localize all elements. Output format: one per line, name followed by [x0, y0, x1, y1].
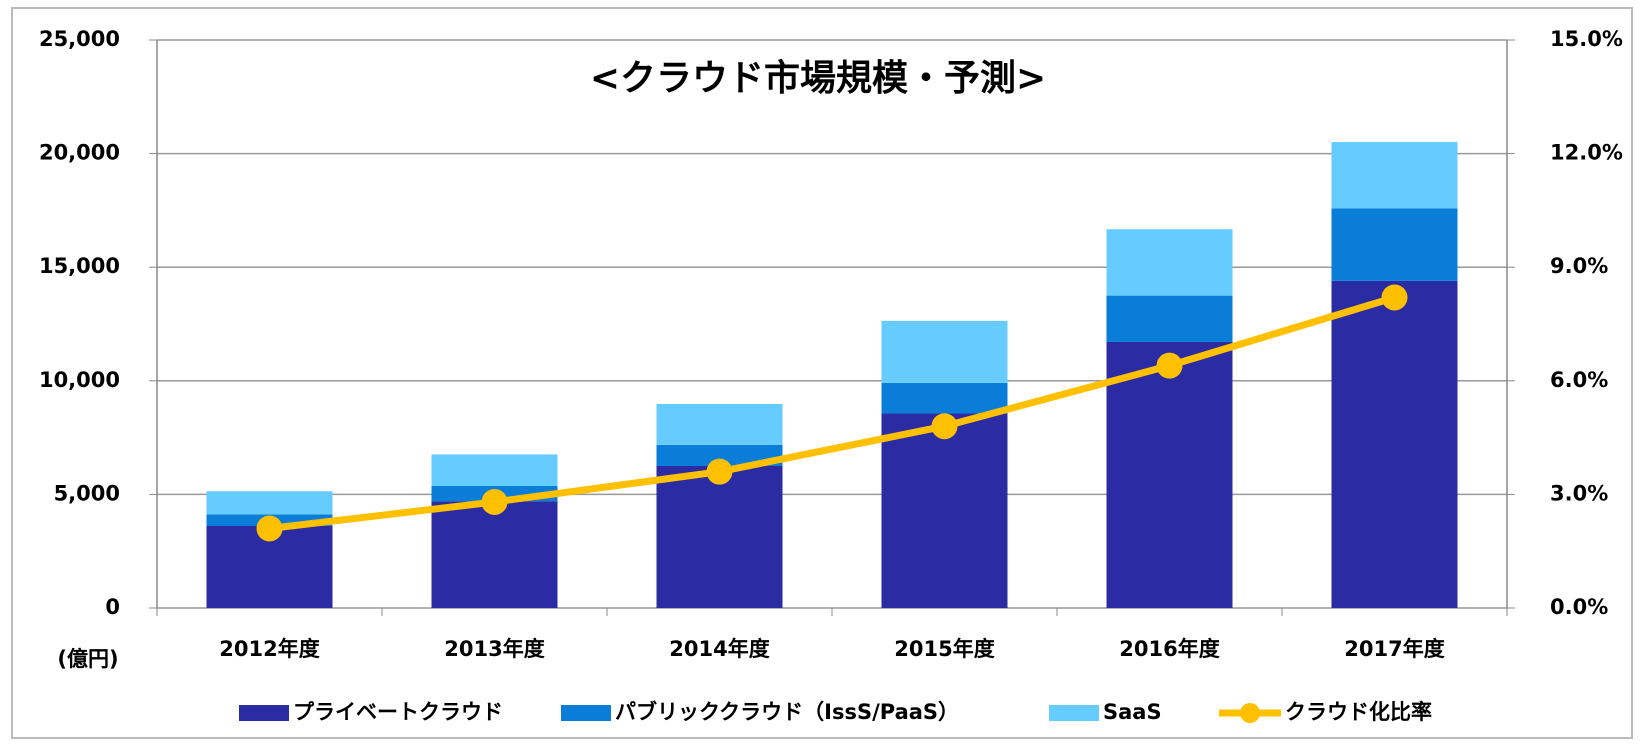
legend-label: パブリッククラウド（IssS/PaaS） [615, 700, 959, 724]
x-tick-label: 2012年度 [219, 637, 319, 661]
y2-tick-label: 15.0% [1550, 27, 1623, 51]
legend-swatch [239, 705, 289, 721]
x-tick-label: 2013年度 [444, 637, 544, 661]
y2-tick-label: 6.0% [1550, 368, 1608, 392]
y-tick-label: 10,000 [39, 368, 120, 392]
legend-label: SaaS [1103, 700, 1162, 724]
y2-tick-label: 3.0% [1550, 481, 1608, 505]
bar-segment [1331, 208, 1458, 281]
bar-segment [1106, 341, 1233, 608]
y-tick-label: 20,000 [39, 141, 120, 165]
chart-title: <クラウド市場規模・予測> [590, 58, 1046, 99]
x-tick-label: 2017年度 [1344, 637, 1444, 661]
bar-segment [881, 320, 1008, 383]
y2-tick-label: 12.0% [1550, 141, 1623, 165]
x-tick-label: 2014年度 [669, 637, 769, 661]
bar-segment [431, 454, 558, 486]
line-marker [931, 413, 958, 440]
line-marker [256, 515, 283, 542]
x-tick-label: 2015年度 [894, 637, 994, 661]
bar-segment [1331, 142, 1458, 209]
line-marker [1381, 284, 1408, 311]
bar-segment [656, 444, 783, 466]
legend-swatch [1240, 703, 1260, 723]
y2-tick-label: 0.0% [1550, 595, 1608, 619]
y-tick-label: 25,000 [39, 27, 120, 51]
unit-label: (億円) [57, 647, 118, 671]
x-tick-label: 2016年度 [1119, 637, 1219, 661]
y-tick-label: 5,000 [54, 481, 120, 505]
legend-label: プライベートクラウド [293, 700, 503, 724]
line-marker [481, 488, 508, 515]
legend-swatch [561, 705, 611, 721]
bar-segment [881, 413, 1008, 608]
y2-tick-label: 9.0% [1550, 254, 1608, 278]
bar-segment [656, 466, 783, 608]
bar-segment [1106, 229, 1233, 296]
line-marker [1156, 352, 1183, 379]
bar-segment [206, 491, 333, 515]
bar-segment [1331, 280, 1458, 608]
bar-segment [881, 382, 1008, 414]
legend-swatch [1049, 705, 1099, 721]
y-tick-label: 15,000 [39, 254, 120, 278]
line-marker [706, 458, 733, 485]
line [269, 294, 1396, 532]
bar-segment [431, 501, 558, 608]
legend-label: クラウド化比率 [1285, 700, 1432, 724]
bar-segment [1106, 295, 1233, 342]
frame [11, 7, 1633, 739]
y-tick-label: 0 [105, 595, 120, 619]
bar-segment [656, 403, 783, 445]
